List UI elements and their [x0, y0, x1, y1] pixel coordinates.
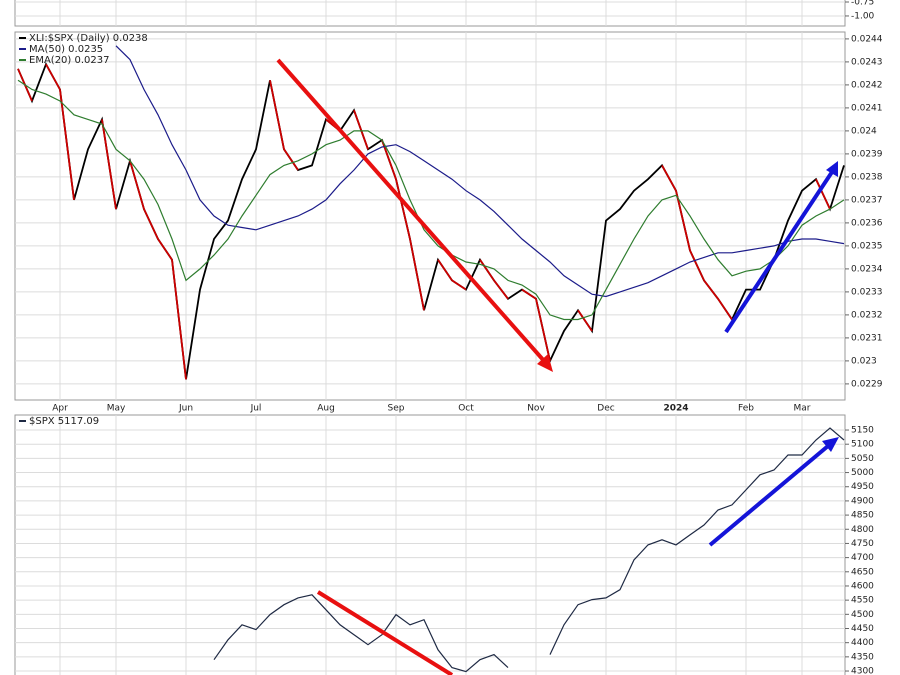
down-segment — [577, 309, 593, 332]
plot-area — [15, 415, 845, 675]
y-tick-label: 0.0237 — [851, 195, 883, 205]
red-arrow — [276, 58, 547, 364]
x-tick-label: Feb — [738, 404, 754, 414]
y-tick-label: 4650 — [851, 567, 874, 577]
y-tick-label: 0.0242 — [851, 80, 883, 90]
down-segment — [493, 279, 509, 300]
series-line — [17, 79, 845, 321]
y-tick-label: 5000 — [851, 468, 874, 478]
x-tick-label: 2024 — [663, 404, 688, 414]
down-segment — [171, 259, 187, 380]
legend-label: $SPX 5117.09 — [29, 416, 99, 427]
down-segment — [437, 259, 453, 281]
panel-top — [14, 0, 846, 27]
series-line — [213, 427, 845, 673]
y-tick-label: 4400 — [851, 638, 874, 648]
x-tick-label: Aug — [317, 404, 335, 414]
x-tick-label: Apr — [52, 404, 68, 414]
y-tick-label: 0.0243 — [851, 57, 883, 67]
y-tick-label: 0.0238 — [851, 172, 883, 182]
down-segment — [689, 250, 705, 281]
y-tick-label: 0.0229 — [851, 379, 883, 389]
y-tick-label: 0.0234 — [851, 264, 883, 274]
y-tick-label: 0.0231 — [851, 333, 883, 343]
y-tick-label: 0.0235 — [851, 241, 883, 251]
y-tick-label: 5100 — [851, 440, 874, 450]
y-tick-label: 0.0233 — [851, 287, 883, 297]
x-tick-label: Sep — [388, 404, 405, 414]
y-tick-label: 4950 — [851, 482, 874, 492]
down-segment — [143, 208, 159, 240]
down-segment — [353, 109, 369, 150]
y-tick-label: 4550 — [851, 596, 874, 606]
y-tick-label: 5050 — [851, 454, 874, 464]
y-tick-label: 0.0241 — [851, 103, 883, 113]
down-segment — [409, 238, 425, 311]
y-tick-label: 0.0236 — [851, 218, 883, 228]
x-tick-label: Jul — [250, 404, 262, 414]
x-tick-label: Dec — [597, 404, 614, 414]
down-segment — [283, 148, 299, 171]
down-segment — [479, 259, 495, 281]
arrow-head — [826, 161, 838, 177]
y-tick-label: 0.0239 — [851, 149, 883, 159]
y-tick-label: 4600 — [851, 581, 874, 591]
down-segment — [521, 288, 537, 300]
y-tick-label: 4300 — [851, 667, 874, 675]
down-segment — [661, 164, 677, 192]
y-tick-label: 4900 — [851, 496, 874, 506]
y-tick-label: -1.00 — [851, 11, 875, 21]
plot-area — [15, 0, 845, 26]
down-segment — [535, 298, 551, 362]
blue-arrow — [724, 170, 834, 334]
down-segment — [395, 178, 411, 240]
down-segment — [815, 178, 831, 210]
red-arrow — [316, 590, 454, 675]
panel-spx — [14, 414, 846, 675]
down-segment — [675, 190, 691, 251]
y-tick-label: 0.0244 — [851, 34, 883, 44]
y-tick-label: 4800 — [851, 525, 874, 535]
y-tick-label: 0.0232 — [851, 310, 883, 320]
x-tick-label: Jun — [178, 404, 193, 414]
down-segment — [129, 160, 145, 210]
x-tick-label: Nov — [527, 404, 545, 414]
y-tick-label: 4350 — [851, 652, 874, 662]
down-segment — [451, 279, 467, 291]
down-segment — [717, 298, 733, 321]
down-segment — [59, 89, 75, 201]
blue-arrow — [708, 444, 830, 547]
y-tick-label: 4500 — [851, 610, 874, 620]
legend-label: XLI:$SPX (Daily) 0.0238 — [29, 33, 148, 44]
down-segment — [157, 238, 173, 261]
arrow-head — [822, 437, 839, 452]
y-tick-label: 4450 — [851, 624, 874, 634]
legend-label: MA(50) 0.0235 — [29, 44, 103, 55]
y-tick-label: 4850 — [851, 511, 874, 521]
y-tick-label: -0.75 — [851, 0, 874, 8]
down-segment — [45, 63, 61, 90]
annotation-arrows — [276, 58, 839, 675]
down-segment — [269, 80, 285, 150]
x-tick-label: Oct — [458, 404, 474, 414]
y-tick-label: 4700 — [851, 553, 874, 563]
arrow-head — [537, 354, 553, 372]
down-segment — [703, 279, 719, 300]
x-tick-label: Mar — [794, 404, 811, 414]
x-tick-label: May — [107, 404, 126, 414]
series-line — [115, 45, 845, 298]
y-tick-label: 5150 — [851, 426, 874, 436]
panel-ratio — [14, 31, 846, 401]
y-tick-label: 4750 — [851, 539, 874, 549]
y-tick-label: 0.024 — [851, 126, 877, 136]
down-segment — [101, 119, 117, 210]
y-tick-label: 0.023 — [851, 356, 877, 366]
legend-label: EMA(20) 0.0237 — [29, 55, 109, 66]
plot-area — [15, 32, 845, 400]
